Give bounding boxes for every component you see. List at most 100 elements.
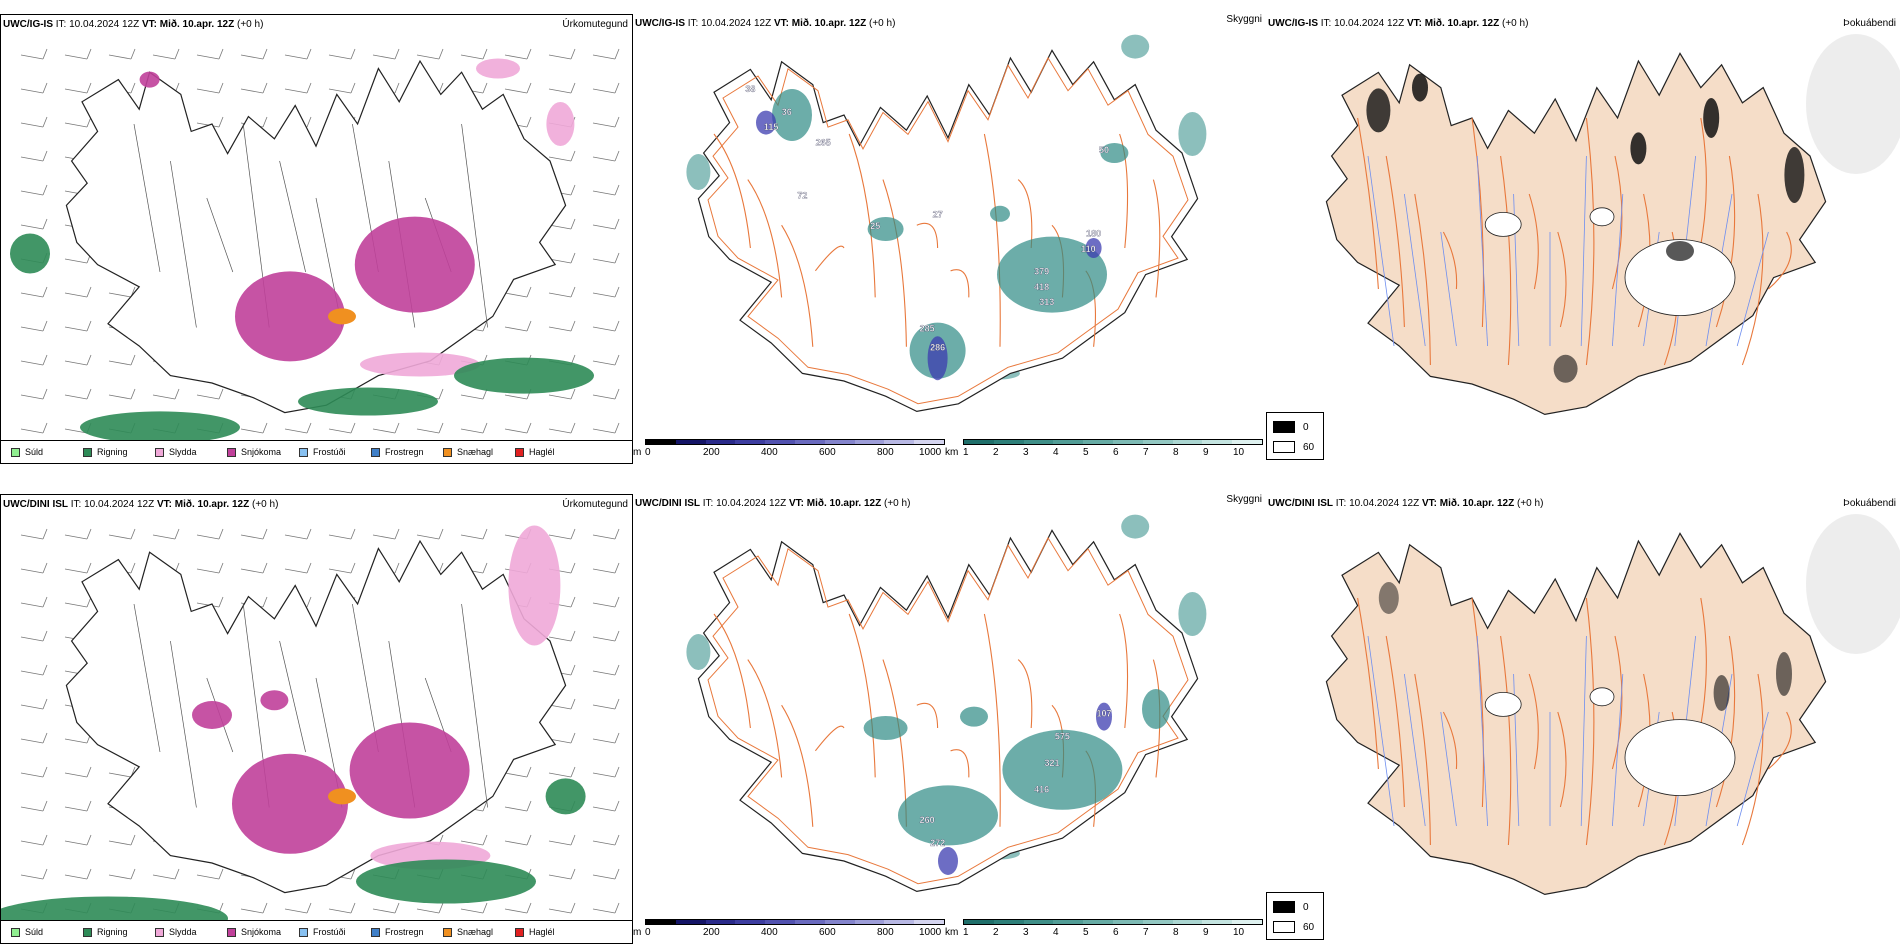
legend-item: Rigning xyxy=(83,447,128,457)
legend-swatch xyxy=(515,447,524,457)
legend-item: Frostúði xyxy=(299,447,346,457)
color-step xyxy=(765,440,795,444)
visibility-area xyxy=(990,205,1010,222)
wind-barb xyxy=(548,698,576,710)
road-line xyxy=(1119,613,1129,729)
snow-area xyxy=(354,216,475,313)
panel-header: UWC/DINI ISL IT: 10.04.2024 12Z VT: Mið.… xyxy=(635,498,911,509)
river-line xyxy=(1736,231,1769,347)
wind-barb xyxy=(548,868,576,880)
wind-barb xyxy=(284,528,312,540)
visibility-area xyxy=(863,716,908,740)
color-step xyxy=(735,440,766,444)
wind-barb xyxy=(504,800,532,812)
visibility-area xyxy=(1178,592,1207,636)
wind-barb xyxy=(64,48,92,60)
panel-title: Þokuábendi xyxy=(1843,18,1896,29)
wind-barb xyxy=(20,48,48,60)
legend-swatch xyxy=(443,927,452,937)
snow-hail-area xyxy=(328,308,356,325)
color-step xyxy=(993,440,1024,444)
wind-barb xyxy=(196,48,224,60)
snow-area xyxy=(139,71,160,88)
road-line xyxy=(1500,635,1512,846)
wind-barb xyxy=(504,766,532,778)
road-line xyxy=(1017,179,1033,249)
wind-barb xyxy=(548,252,576,264)
wind-barb xyxy=(20,596,48,608)
wind-barb xyxy=(20,868,48,880)
wind-barb xyxy=(20,698,48,710)
color-step xyxy=(1083,920,1113,924)
fog-legend-label: 0 xyxy=(1303,421,1309,433)
wind-barb xyxy=(328,528,356,540)
legend-swatch xyxy=(371,927,380,937)
color-step xyxy=(1172,920,1203,924)
legend-label: Haglél xyxy=(529,447,555,457)
road-line xyxy=(713,613,751,729)
rain-area xyxy=(80,411,240,441)
wind-barb xyxy=(592,354,620,366)
visibility-value-label: 286 xyxy=(930,343,945,353)
legend-item: Rigning xyxy=(83,927,128,937)
wind-barb xyxy=(196,868,224,880)
wind-barb xyxy=(592,596,620,608)
scale-tick: 400 xyxy=(761,447,778,458)
wind-barb xyxy=(372,48,400,60)
road-line xyxy=(1528,673,1539,770)
visibility-value-label: 115 xyxy=(764,122,779,132)
rain-area xyxy=(454,357,594,394)
fog-indicator-patch xyxy=(1366,88,1391,133)
region-boundary xyxy=(133,123,161,273)
road-line xyxy=(1768,711,1792,770)
color-step xyxy=(1232,440,1262,444)
glacier-area xyxy=(1624,719,1736,797)
scale-tick: 0 xyxy=(645,927,651,938)
legend-swatch xyxy=(155,927,164,937)
river-line xyxy=(1580,155,1587,347)
precip-legend: Súld Rigning Slydda Snjókoma Frostúði Frostre… xyxy=(1,920,632,943)
wind-barb xyxy=(592,800,620,812)
visibility-area xyxy=(997,236,1107,313)
legend-label: Súld xyxy=(25,927,44,937)
wind-barb xyxy=(284,562,312,574)
wind-barb xyxy=(592,184,620,196)
fog-legend-item: 0 xyxy=(1273,421,1309,433)
visibility-area xyxy=(1100,143,1129,163)
river-line xyxy=(1404,673,1426,827)
road-line xyxy=(848,133,876,298)
wind-barb xyxy=(592,630,620,642)
color-step xyxy=(1112,920,1143,924)
road-line xyxy=(1442,711,1458,770)
wind-barb xyxy=(108,354,136,366)
color-step xyxy=(1112,440,1143,444)
fog-indicator-patch xyxy=(1666,241,1694,261)
wind-barb xyxy=(240,48,268,60)
wind-barb xyxy=(20,218,48,230)
scale-tick: 4 xyxy=(1053,447,1059,458)
road-line xyxy=(1119,133,1129,249)
wind-barb xyxy=(20,834,48,846)
scale-tick: 400 xyxy=(761,927,778,938)
wind-barb xyxy=(372,422,400,434)
fog-map xyxy=(1325,34,1900,416)
meter-color-bar xyxy=(645,919,945,925)
wind-barb xyxy=(20,116,48,128)
wind-barb xyxy=(20,630,48,642)
color-step xyxy=(884,440,915,444)
legend-label: Frostregn xyxy=(385,447,424,457)
rain-area xyxy=(356,859,536,904)
road-line xyxy=(1471,597,1485,808)
fog-legend-swatch xyxy=(1273,901,1295,913)
wind-barb xyxy=(548,732,576,744)
legend-swatch xyxy=(299,447,308,457)
region-boundary xyxy=(461,123,488,328)
legend-item: Snæhagl xyxy=(443,927,493,937)
color-step xyxy=(705,440,736,444)
color-step xyxy=(735,920,766,924)
road-line xyxy=(916,222,939,249)
unit-label: m xyxy=(633,927,642,938)
visibility-value-label: 38 xyxy=(745,84,755,94)
precip-map xyxy=(1,525,620,921)
region-boundary xyxy=(279,640,306,753)
